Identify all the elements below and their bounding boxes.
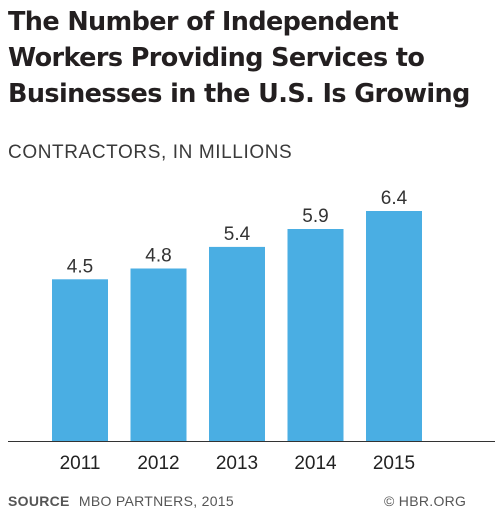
source-label: SOURCE <box>8 493 70 509</box>
x-tick-label-2013: 2013 <box>216 453 258 474</box>
title-line-1: The Number of Independent <box>8 7 399 37</box>
title-line-2: Workers Providing Services to <box>8 43 425 73</box>
x-tick-label-2015: 2015 <box>373 453 415 474</box>
bar-2012 <box>130 268 187 441</box>
x-tick-label-2011: 2011 <box>60 453 101 474</box>
credit-text: © HBR.ORG <box>384 493 467 509</box>
bar-2011 <box>52 279 108 441</box>
bar-2015 <box>366 211 422 441</box>
x-tick-label-2012: 2012 <box>137 453 179 474</box>
title-line-3: Businesses in the U.S. Is Growing <box>8 79 470 109</box>
footer: SOURCE MBO PARTNERS, 2015 © HBR.ORG <box>0 493 503 517</box>
source-text: MBO PARTNERS, 2015 <box>78 493 234 509</box>
data-label-2012: 4.8 <box>145 246 171 267</box>
chart-subtitle: CONTRACTORS, IN MILLIONS <box>8 142 293 163</box>
chart-title: The Number of Independent Workers Provid… <box>8 4 498 112</box>
x-tick-label-2014: 2014 <box>294 453 337 474</box>
data-label-2014: 5.9 <box>302 206 328 227</box>
data-label-2011: 4.5 <box>67 256 93 277</box>
source-note: SOURCE MBO PARTNERS, 2015 <box>8 493 234 509</box>
data-label-2015: 6.4 <box>381 188 408 209</box>
data-label-2013: 5.4 <box>224 224 251 245</box>
bar-2014 <box>287 229 344 441</box>
bar-chart: 4.5 2011 4.8 2012 5.4 2013 5.9 2014 6.4 2015 <box>8 188 495 474</box>
bar-2013 <box>209 246 265 441</box>
